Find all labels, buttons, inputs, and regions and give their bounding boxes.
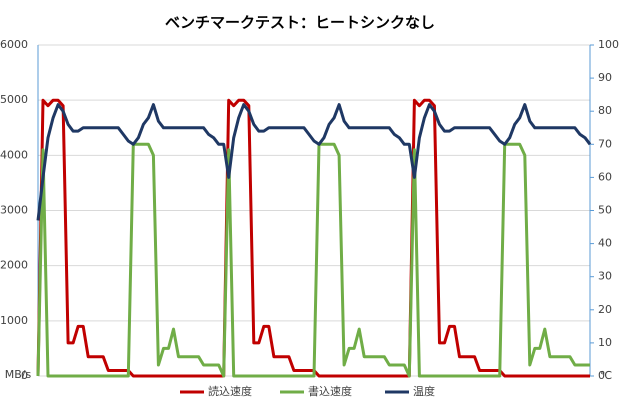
y-tick-label: 6000	[0, 38, 28, 51]
y-tick-label: 3000	[0, 204, 28, 217]
y-tick-label: 0	[21, 369, 28, 382]
y2-tick-label: 100	[598, 38, 619, 51]
series-line	[36, 142, 590, 378]
chart-title: ベンチマークテスト：ヒートシンクなし	[165, 14, 435, 32]
legend-label: 読込速度	[208, 384, 252, 398]
y2-tick-label: 20	[598, 303, 612, 316]
y-tick-label: 2000	[0, 259, 28, 272]
y2-tick-label: 30	[598, 270, 612, 283]
y-tick-label: 5000	[0, 93, 28, 106]
y2-tick-label: 80	[598, 104, 612, 117]
y-tick-label: 4000	[0, 148, 28, 161]
y2-axis-label: ℃	[600, 369, 612, 382]
legend-label: 温度	[413, 384, 435, 398]
y2-tick-label: 70	[598, 137, 612, 150]
legend-label: 書込速度	[308, 384, 352, 398]
y2-tick-label: 40	[598, 237, 612, 250]
y-tick-label: 1000	[0, 314, 28, 327]
y2-tick-label: 60	[598, 170, 612, 183]
series-line	[36, 103, 592, 221]
y2-tick-label: 10	[598, 336, 612, 349]
y2-tick-label: 0	[598, 369, 605, 382]
y2-tick-label: 50	[598, 204, 612, 217]
y2-tick-label: 90	[598, 71, 612, 84]
y-axis-label: MB/s	[5, 368, 32, 381]
